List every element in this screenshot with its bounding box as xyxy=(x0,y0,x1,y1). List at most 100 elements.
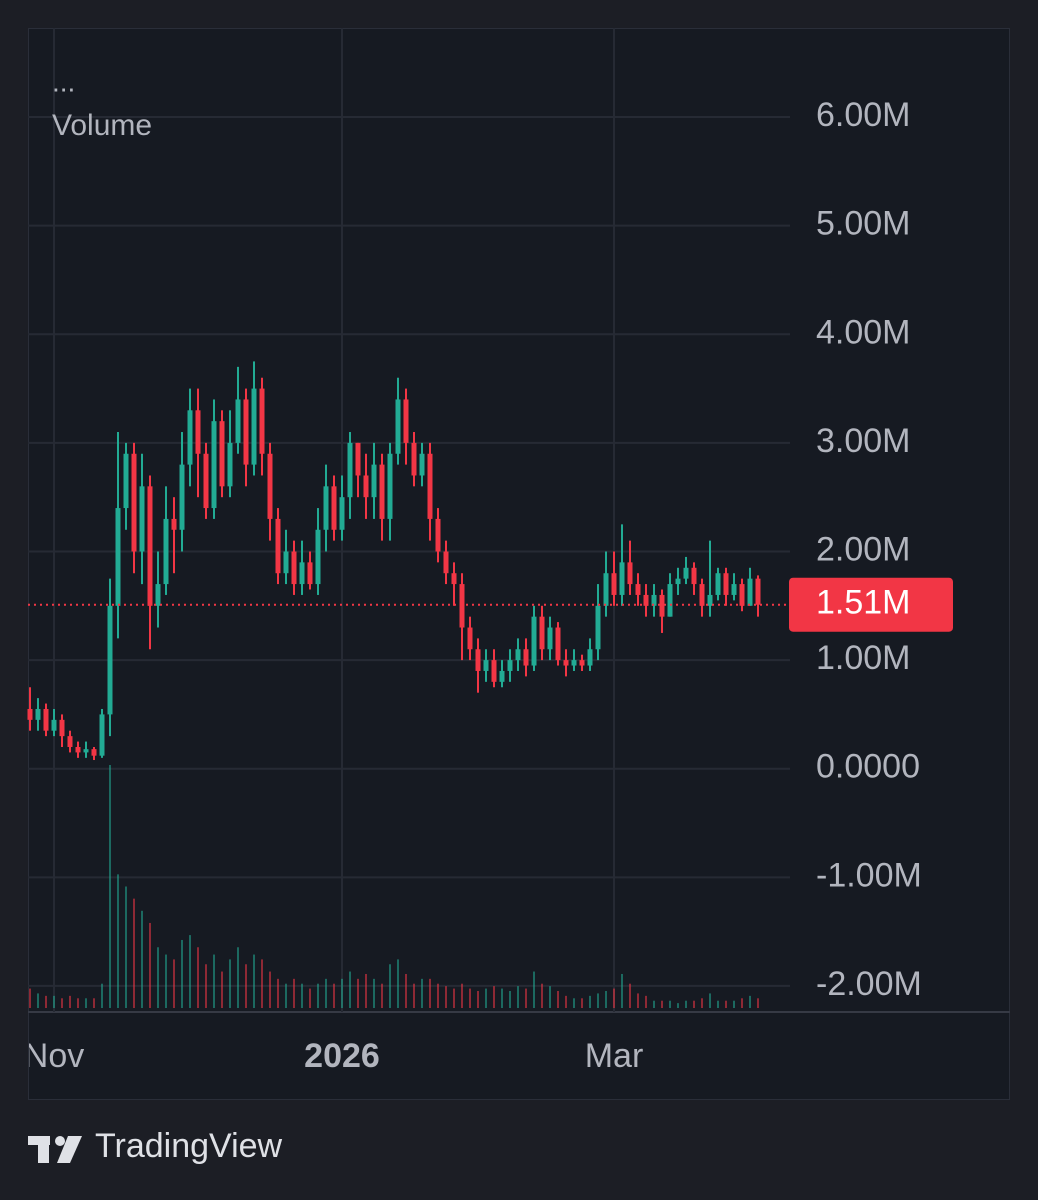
volume-bar xyxy=(333,983,335,1008)
volume-bar xyxy=(661,1000,663,1008)
candle-body xyxy=(51,719,57,731)
candle-body xyxy=(83,749,89,753)
candle-body xyxy=(419,453,425,476)
candle-body xyxy=(123,453,129,509)
menu[interactable]: ... xyxy=(52,66,75,97)
candle-body xyxy=(539,616,545,650)
volume-bar xyxy=(157,947,159,1008)
volume-bar xyxy=(709,993,711,1008)
candle-body xyxy=(27,708,33,720)
volume-bar xyxy=(389,964,391,1008)
candle-body xyxy=(707,594,713,606)
y-tick-label: -1.00M xyxy=(816,856,922,894)
volume-bar xyxy=(221,971,223,1008)
candle-body xyxy=(475,649,481,671)
volume-bar xyxy=(517,986,519,1008)
candle-body xyxy=(635,584,641,595)
volume-bars xyxy=(29,765,759,1008)
volume-bar xyxy=(597,993,599,1008)
volume-bar xyxy=(429,978,431,1008)
candle-body xyxy=(643,594,649,606)
candle-body xyxy=(299,562,305,585)
candle-body xyxy=(59,719,65,737)
candle-body xyxy=(339,497,345,530)
volume-bar xyxy=(629,983,631,1008)
volume-bar xyxy=(381,983,383,1008)
candle-body xyxy=(387,453,393,519)
volume-bar xyxy=(69,995,71,1008)
volume-bar xyxy=(301,983,303,1008)
brand-logo xyxy=(28,1136,82,1163)
volume-bar xyxy=(261,959,263,1008)
labels: 6.00M 5.00M 4.00M 3.00M 2.00M 1.00M 0.0000 -1.0… xyxy=(28,96,953,1003)
candle-body xyxy=(459,584,465,628)
candle-body xyxy=(451,573,457,585)
volume-bar xyxy=(613,988,615,1008)
volume-bar xyxy=(461,983,463,1008)
candle-body xyxy=(755,578,761,605)
candle-body xyxy=(627,562,633,585)
candle-body xyxy=(659,594,665,617)
candle-body xyxy=(163,518,169,585)
candle-body xyxy=(491,660,497,682)
volume-bar xyxy=(413,983,415,1008)
volume-bar xyxy=(653,1000,655,1008)
candle-body xyxy=(219,421,225,487)
volume-bar xyxy=(477,990,479,1008)
volume-bar xyxy=(669,1000,671,1008)
volume-bar xyxy=(533,971,535,1008)
volume-bar xyxy=(453,988,455,1008)
volume-bar xyxy=(373,978,375,1008)
y-tick-label: 6.00M xyxy=(816,96,911,134)
candle-body xyxy=(35,708,41,720)
candle-body xyxy=(507,660,513,671)
candle-body xyxy=(67,736,73,747)
x-tick-label: Nov xyxy=(24,1037,84,1075)
y-tick-label: 4.00M xyxy=(816,313,911,351)
candle-body xyxy=(411,442,417,476)
x-tick-label: 2026 xyxy=(304,1037,380,1075)
volume-bar xyxy=(701,998,703,1008)
volume-bar xyxy=(645,995,647,1008)
candle-body xyxy=(571,660,577,666)
volume-bar xyxy=(677,1003,679,1008)
candle-body xyxy=(371,464,377,498)
volume-bar xyxy=(245,964,247,1008)
candle-body xyxy=(155,584,161,606)
volume-bar xyxy=(685,1000,687,1008)
candle-body xyxy=(147,486,153,606)
x-tick-labels: Nov 2026 Mar xyxy=(24,1037,643,1075)
volume-bar xyxy=(101,983,103,1008)
candle-body xyxy=(563,660,569,666)
y-tick-label: 2.00M xyxy=(816,530,911,568)
candle-body xyxy=(331,486,337,530)
volume-bar xyxy=(109,765,111,1008)
indicator-label: Volume xyxy=(52,109,152,142)
candle-body xyxy=(283,551,289,574)
candle-body xyxy=(363,475,369,498)
candle-body xyxy=(483,660,489,671)
volume-bar xyxy=(525,988,527,1008)
volume-bar xyxy=(197,947,199,1008)
volume-bar xyxy=(501,988,503,1008)
volume-bar xyxy=(725,1000,727,1008)
candle-body xyxy=(731,584,737,595)
candle-body xyxy=(307,562,313,585)
candle-body xyxy=(435,518,441,552)
volume-bar xyxy=(253,954,255,1008)
candle-body xyxy=(267,453,273,519)
volume-bar xyxy=(213,954,215,1008)
candle-body xyxy=(139,486,145,552)
volume-bar xyxy=(733,1000,735,1008)
volume-bar xyxy=(229,959,231,1008)
volume-bar xyxy=(493,986,495,1008)
candle-body xyxy=(603,573,609,606)
candle-body xyxy=(515,649,521,661)
volume-bar xyxy=(693,1000,695,1008)
candle-body xyxy=(467,627,473,650)
volume-bar xyxy=(37,993,39,1008)
volume-bar xyxy=(365,973,367,1008)
y-tick-label: 3.00M xyxy=(816,422,911,460)
candle-body xyxy=(395,399,401,454)
